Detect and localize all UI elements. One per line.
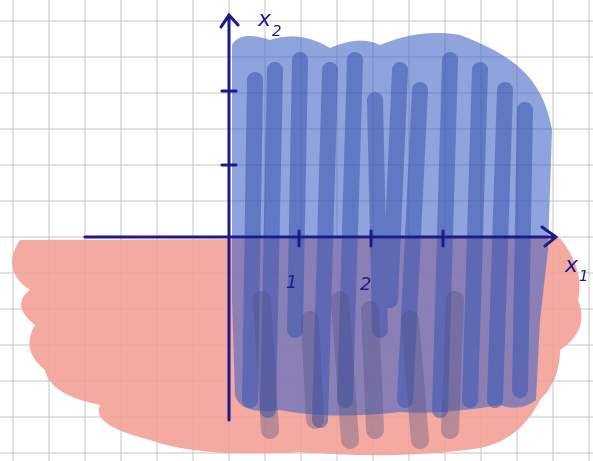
tick-label: 2 [360, 274, 371, 295]
axis-letter: x [564, 253, 579, 278]
sketch: x 2 x 1 1 2 [0, 0, 593, 461]
tick-label: 1 [286, 272, 297, 293]
axis-subscript: 2 [272, 22, 282, 40]
axis-subscript: 1 [579, 267, 589, 285]
axis-letter: x [257, 7, 272, 32]
